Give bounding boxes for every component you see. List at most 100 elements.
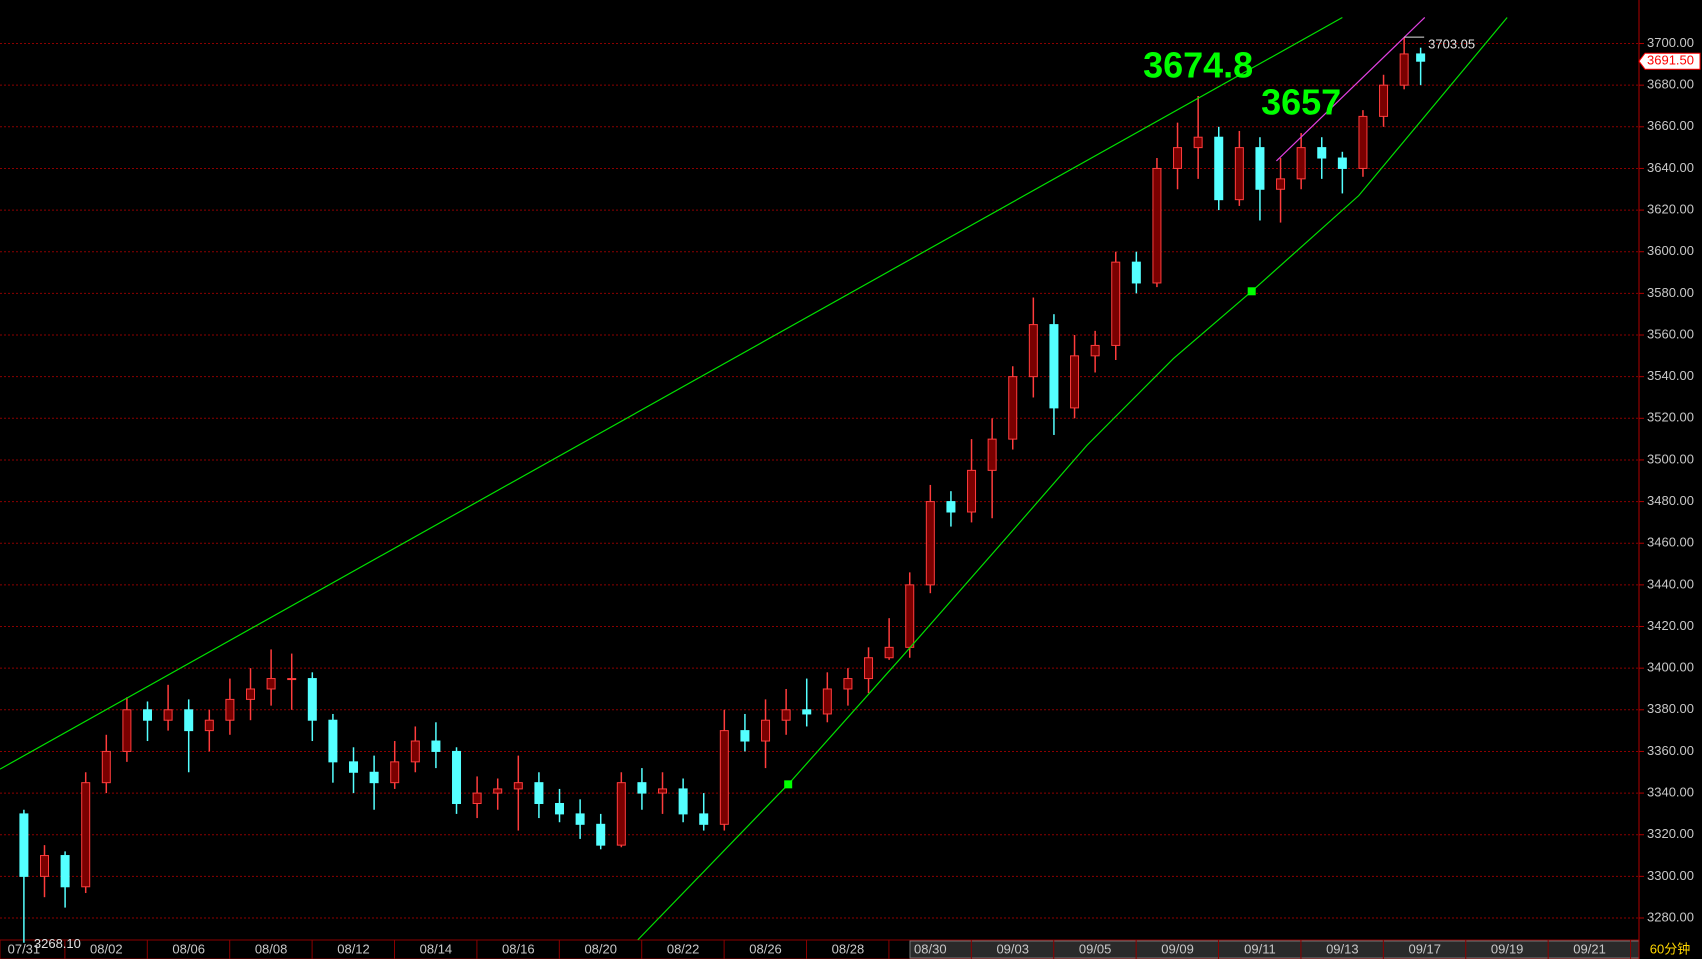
x-tick-label: 08/02 [90, 941, 123, 956]
x-tick-label: 09/21 [1573, 941, 1606, 956]
candle-body [1337, 157, 1347, 169]
candle-body [472, 792, 482, 804]
candle-body [740, 730, 750, 742]
candle-body [204, 719, 214, 732]
x-tick-label: 09/03 [996, 941, 1029, 956]
candle-body [452, 750, 462, 804]
candle-body [1234, 147, 1244, 201]
x-tick-label: 08/20 [584, 941, 617, 956]
candle-body [843, 678, 853, 690]
y-tick-label: 3460.00 [1647, 535, 1694, 550]
candle-body [1111, 261, 1121, 346]
y-tick-label: 3280.00 [1647, 909, 1694, 924]
y-tick-label: 3600.00 [1647, 243, 1694, 258]
y-tick-label: 3480.00 [1647, 493, 1694, 508]
y-tick-label: 3580.00 [1647, 285, 1694, 300]
candle-body [410, 740, 420, 763]
candle-body [307, 678, 317, 721]
period-label: 60分钟 [1650, 941, 1690, 956]
candle-body [1379, 84, 1389, 117]
candle-body [225, 698, 235, 721]
candle-body [987, 438, 997, 471]
x-tick-label: 09/11 [1244, 941, 1276, 956]
candle-body [390, 761, 400, 784]
x-tick-label: 08/26 [749, 941, 782, 956]
candle-body [349, 761, 359, 773]
candle-body [60, 855, 70, 888]
y-tick-label: 3520.00 [1647, 410, 1694, 425]
candle-body [246, 688, 256, 700]
x-tick-label: 08/12 [337, 941, 370, 956]
y-tick-label: 3300.00 [1647, 868, 1694, 883]
y-tick-label: 3620.00 [1647, 202, 1694, 217]
candle-body [575, 813, 585, 825]
x-tick-label: 08/28 [832, 941, 865, 956]
candle-body [1173, 147, 1183, 169]
candle-body [163, 709, 173, 721]
candle-body [699, 813, 709, 825]
candle-body [925, 501, 935, 586]
candle-body [1255, 147, 1265, 190]
candle-body [802, 709, 812, 715]
trend-line [0, 16, 1343, 770]
x-tick-label: 08/16 [502, 941, 535, 956]
candle-body [1296, 147, 1306, 180]
candle-body [369, 771, 379, 784]
candle-body [884, 646, 894, 659]
candle-body [781, 709, 791, 721]
x-tick-label: 09/05 [1079, 941, 1112, 956]
candle-body [616, 782, 626, 846]
y-tick-label: 3400.00 [1647, 660, 1694, 675]
candle-body [1070, 355, 1080, 409]
price-annotation: 3674.8 [1143, 45, 1253, 86]
candle-body [287, 678, 297, 681]
candle-body [328, 719, 338, 763]
candle-body [1131, 261, 1141, 284]
candle-body [946, 501, 956, 513]
candle-body [1028, 324, 1038, 378]
candle-body [39, 855, 49, 877]
high-label: 3703.05 [1428, 37, 1475, 52]
candle-body [19, 813, 29, 877]
x-tick-label: 08/22 [667, 941, 700, 956]
candle-body [122, 709, 132, 752]
trend-marker [1247, 287, 1256, 296]
y-tick-label: 3380.00 [1647, 701, 1694, 716]
candle-body [678, 788, 688, 815]
x-tick-label: 08/30 [914, 941, 947, 956]
candle-body [143, 709, 153, 721]
candle-body [1049, 324, 1059, 409]
trend-line [1276, 17, 1426, 162]
trend-line [637, 17, 1508, 941]
candle-body [905, 584, 915, 648]
candle-body [822, 688, 832, 715]
x-tick-label: 09/17 [1408, 941, 1441, 956]
candle-body [1090, 344, 1100, 357]
candle-body [637, 782, 647, 794]
y-tick-label: 3320.00 [1647, 826, 1694, 841]
candle-body [1152, 167, 1162, 284]
low-label: 3268.10 [34, 936, 81, 951]
candle-body [1416, 53, 1426, 62]
y-tick-label: 3660.00 [1647, 118, 1694, 133]
y-tick-label: 3500.00 [1647, 451, 1694, 466]
x-tick-label: 09/19 [1491, 941, 1524, 956]
y-tick-label: 3680.00 [1647, 77, 1694, 92]
candle-body [534, 782, 544, 804]
candle-body [1399, 53, 1409, 86]
candle-body [1214, 136, 1224, 201]
x-tick-label: 07/31 [8, 941, 41, 956]
candle-body [513, 782, 523, 790]
x-tick-label: 08/06 [172, 941, 205, 956]
y-tick-label: 3540.00 [1647, 368, 1694, 383]
x-tick-label: 08/14 [420, 941, 453, 956]
candle-body [555, 802, 565, 815]
candle-body [184, 709, 194, 732]
y-tick-label: 3360.00 [1647, 743, 1694, 758]
x-tick-label: 08/08 [255, 941, 288, 956]
last-price-label: 3691.50 [1647, 53, 1694, 68]
x-tick-label: 09/13 [1326, 941, 1359, 956]
candle-body [864, 657, 874, 680]
price-annotation: 3657 [1261, 82, 1341, 123]
